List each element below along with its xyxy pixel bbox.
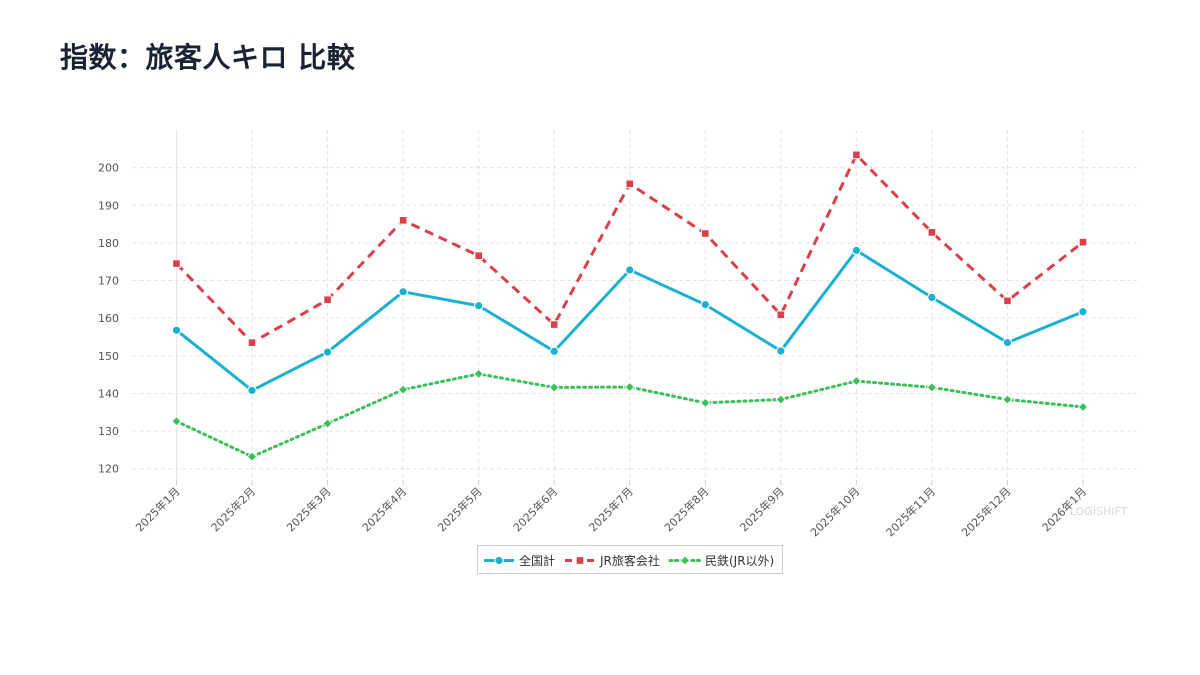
data-point-1 [1078, 237, 1088, 247]
data-point-2 [1077, 401, 1089, 413]
data-point-0 [927, 292, 937, 303]
data-point-1 [1003, 296, 1012, 306]
y-tick-label: 130 [98, 425, 119, 438]
x-tick-label: 2025年11月 [883, 484, 938, 539]
data-point-2 [1002, 394, 1013, 405]
data-point-0 [1002, 337, 1013, 348]
x-tick-label: 2025年1月 [132, 484, 182, 534]
data-point-1 [474, 251, 483, 260]
y-tick-label: 140 [98, 387, 119, 400]
x-tick-label: 2025年6月 [510, 484, 560, 534]
data-point-2 [246, 451, 258, 462]
x-tick-label: 2025年5月 [435, 484, 485, 534]
series-markers [171, 150, 1089, 462]
watermark: LOGISHIFT [1070, 505, 1128, 518]
legend-marker-2 [679, 555, 691, 566]
data-point-0 [776, 346, 786, 356]
data-point-0 [171, 325, 182, 336]
data-point-2 [699, 397, 711, 409]
data-point-1 [927, 228, 937, 237]
data-point-0 [247, 385, 257, 396]
data-point-2 [548, 382, 560, 393]
data-point-1 [776, 310, 786, 320]
data-point-0 [398, 287, 408, 297]
data-point-0 [549, 346, 560, 357]
data-point-0 [473, 300, 484, 311]
legend-marker-1 [575, 556, 585, 565]
x-tick-label: 2025年2月 [208, 484, 258, 534]
legend-label-2: 民鉄(JR以外) [705, 553, 774, 568]
y-tick-label: 190 [98, 199, 119, 212]
y-tick-label: 200 [98, 162, 119, 175]
x-tick-label: 2025年10月 [807, 484, 862, 539]
chart-title: 指数：旅客人キロ 比較 [60, 41, 356, 74]
data-point-2 [775, 394, 787, 405]
grid [133, 130, 1137, 485]
data-point-0 [1078, 306, 1088, 317]
x-axis-ticks: 2025年1月 2025年2月 2025年3月 2025年4月 2025年5月 2025年… [132, 484, 1089, 539]
legend-label-0: 全国計 [519, 553, 555, 568]
data-point-0 [700, 299, 711, 310]
x-tick-label: 2025年12月 [958, 484, 1013, 539]
x-tick-label: 2025年9月 [737, 484, 787, 534]
data-point-2 [473, 368, 484, 380]
y-tick-label: 160 [98, 312, 119, 325]
data-point-1 [549, 320, 559, 329]
y-tick-label: 120 [98, 463, 119, 476]
x-tick-label: 2025年4月 [359, 484, 409, 534]
x-tick-label: 2025年3月 [284, 484, 334, 534]
y-tick-label: 180 [98, 237, 119, 250]
legend: 全国計 JR旅客会社 民鉄(JR以外) [477, 545, 783, 574]
y-tick-label: 150 [98, 350, 119, 363]
data-point-1 [323, 295, 332, 305]
data-point-1 [852, 150, 861, 160]
data-point-1 [625, 179, 635, 189]
data-point-0 [851, 245, 862, 256]
data-point-1 [247, 338, 257, 347]
data-point-2 [926, 382, 938, 393]
data-point-1 [398, 216, 408, 225]
legend-marker-0 [494, 555, 504, 566]
y-axis-ticks: 120 130 140 150 160 170 180 190 200 [98, 162, 119, 476]
y-tick-label: 170 [98, 275, 119, 288]
x-tick-label: 2025年7月 [586, 484, 636, 534]
data-point-2 [322, 418, 333, 429]
data-point-0 [322, 347, 333, 357]
legend-label-1: JR旅客会社 [599, 553, 660, 568]
data-point-2 [624, 381, 636, 393]
data-point-2 [397, 384, 409, 395]
data-point-2 [851, 375, 862, 387]
data-point-1 [700, 229, 710, 238]
data-point-2 [171, 415, 182, 427]
data-point-0 [624, 265, 635, 275]
x-tick-label: 2025年8月 [661, 484, 711, 534]
data-point-1 [172, 259, 181, 268]
